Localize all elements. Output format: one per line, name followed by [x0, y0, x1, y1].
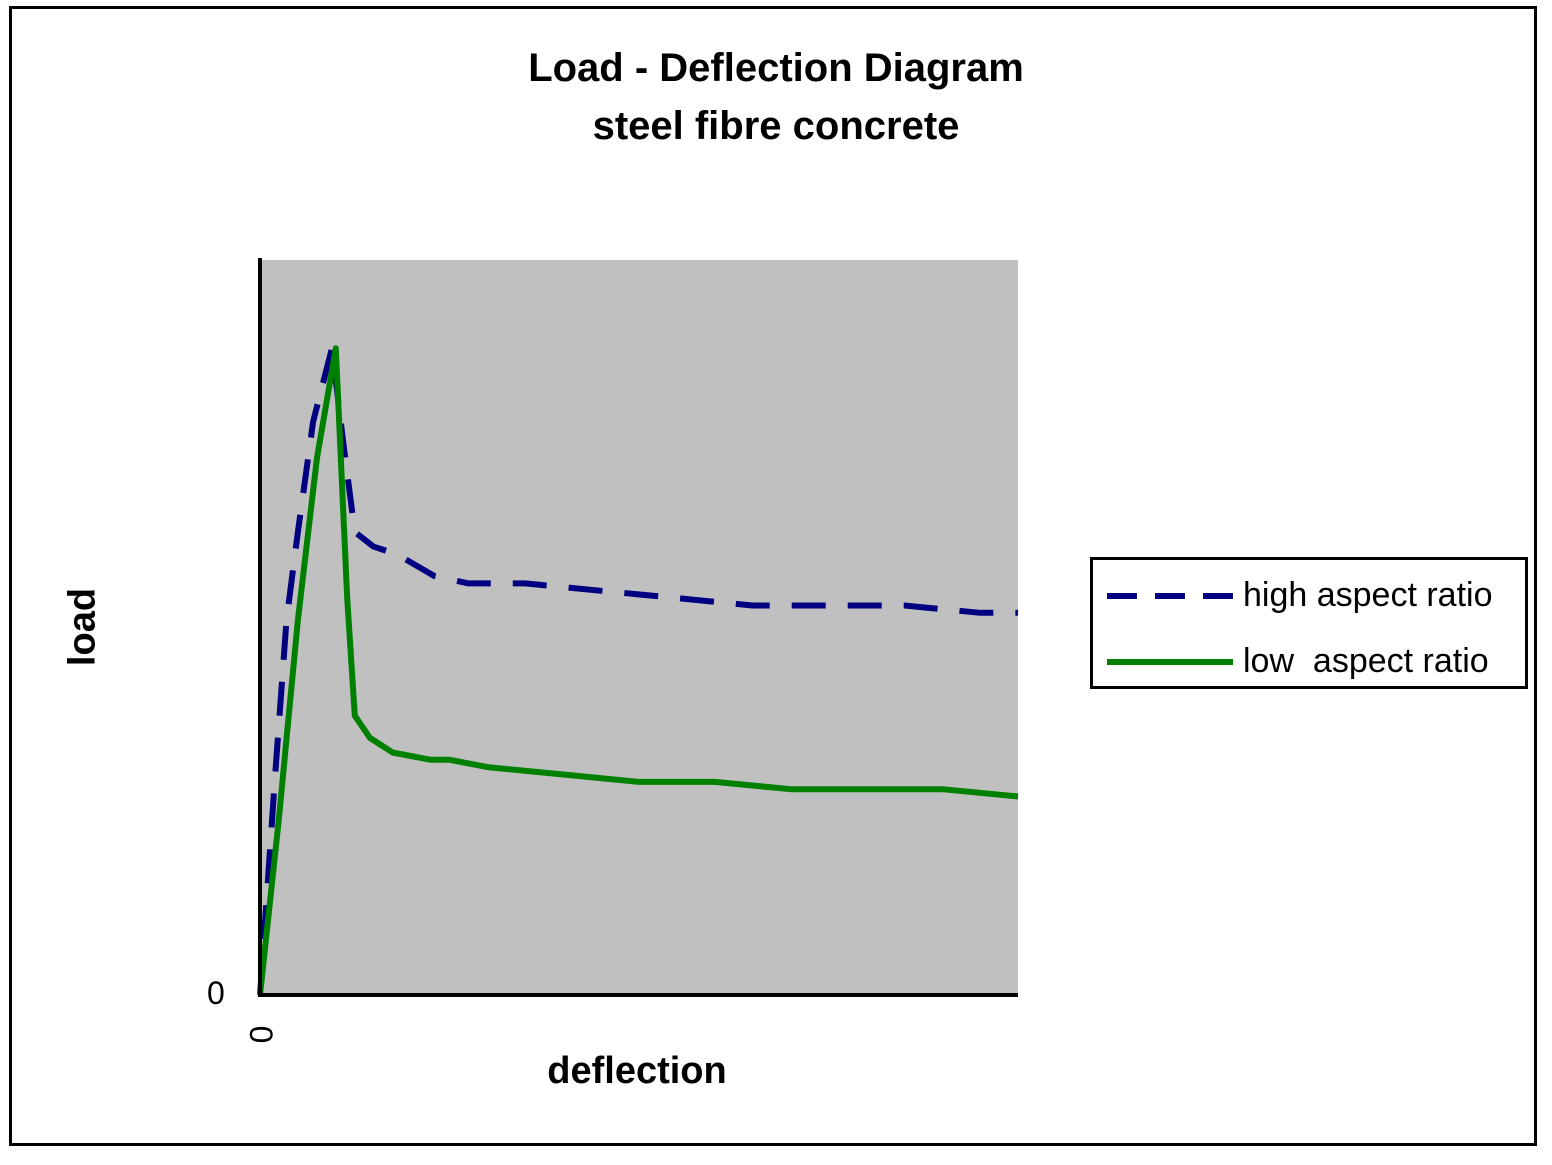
series-line-low-aspect-ratio — [257, 345, 1019, 996]
series-layer — [257, 345, 1019, 996]
legend-item-high-aspect-ratio: high aspect ratio — [1093, 576, 1525, 616]
legend: high aspect ratio low aspect ratio — [1090, 557, 1528, 689]
chart-subtitle: steel fibre concrete — [592, 104, 960, 148]
legend-item-low-aspect-ratio: low aspect ratio — [1093, 642, 1525, 682]
legend-swatch-dashed — [1107, 593, 1233, 599]
series-line-high-aspect-ratio — [257, 345, 1018, 996]
plot-background — [260, 260, 1018, 995]
x-tick-label: 0 — [243, 1025, 280, 1044]
legend-swatch-solid — [1107, 659, 1233, 665]
legend-label: low aspect ratio — [1243, 642, 1489, 680]
chart-title: Load - Deflection Diagram — [528, 46, 1024, 90]
y-tick-label: 0 — [207, 975, 225, 1011]
y-axis-label: load — [61, 587, 104, 667]
x-axis-label: deflection — [547, 1050, 727, 1092]
legend-label: high aspect ratio — [1243, 576, 1493, 614]
